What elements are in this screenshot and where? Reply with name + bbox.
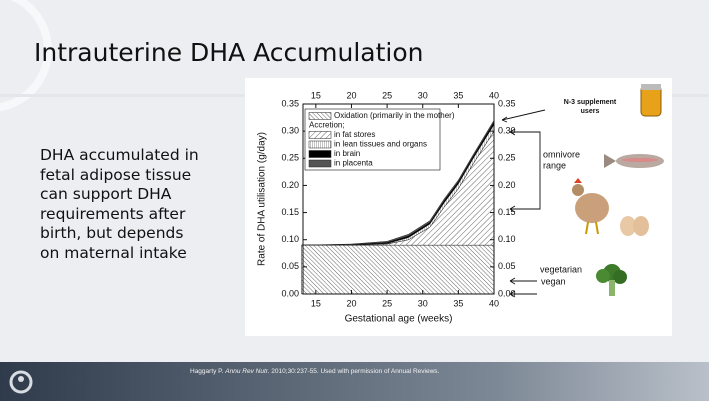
legend-label: in brain — [334, 149, 360, 158]
y-tick-label: 0.30 — [281, 126, 299, 136]
body-line: birth, but depends — [40, 224, 184, 242]
x-tick-label-top: 15 — [311, 90, 321, 100]
legend-label: in placenta — [334, 159, 373, 168]
x-tick-label-top: 20 — [346, 90, 356, 100]
y-tick-label-right: 0.00 — [498, 288, 516, 298]
x-tick-label: 35 — [453, 298, 463, 308]
x-tick-label: 40 — [489, 298, 499, 308]
annotation: vegan — [541, 276, 566, 286]
citation-text: 2010;30:237-55. Used with permission of … — [269, 368, 440, 375]
annotation-arrows — [501, 109, 546, 298]
y-tick-label-right: 0.05 — [498, 261, 516, 271]
legend-label: in fat stores — [334, 130, 375, 139]
legend-swatch — [308, 150, 332, 158]
y-tick-label-right: 0.20 — [498, 180, 516, 190]
x-tick-label-top: 40 — [489, 90, 499, 100]
y-tick-label: 0.05 — [281, 261, 299, 271]
footer — [0, 362, 709, 401]
annotation: range — [543, 160, 566, 170]
body-line: on maternal intake — [40, 243, 187, 262]
body-line: requirements after — [40, 204, 186, 223]
x-tick-label: 25 — [382, 298, 392, 308]
y-tick-label-right: 0.10 — [498, 234, 516, 244]
area — [301, 244, 495, 295]
annotation: users — [581, 108, 600, 115]
legend-heading: Accretion; — [309, 121, 345, 130]
x-tick-label-top: 25 — [382, 90, 392, 100]
legend-label: in lean tissues and organs — [334, 140, 427, 149]
citation: Haggarty P. Annu Rev Nutr. 2010;30:237-5… — [190, 368, 439, 375]
logo — [9, 370, 33, 394]
y-tick-label: 0.25 — [281, 153, 299, 163]
y-tick-label-right: 0.35 — [498, 98, 516, 108]
x-axis-label: Gestational age (weeks) — [345, 314, 453, 325]
body-line: can support DHA — [40, 185, 172, 203]
citation-journal: Annu Rev Nutr. — [225, 368, 270, 375]
annotation: N-3 supplement — [564, 99, 617, 106]
annotation: omnivore — [543, 149, 580, 159]
y-tick-label: 0.15 — [281, 207, 299, 217]
legend-swatch — [308, 140, 332, 149]
y-tick-label: 0.10 — [281, 234, 299, 244]
x-tick-label-top: 30 — [418, 90, 428, 100]
y-axis-label: Rate of DHA utilisation (g/day) — [257, 132, 268, 266]
slide-title: Intrauterine DHA Accumulation — [34, 38, 424, 67]
body-line: fetal adipose tissue — [40, 165, 192, 184]
annotation: vegetarian — [540, 264, 582, 274]
plot-frame — [302, 103, 495, 295]
y-tick-label: 0.00 — [281, 288, 299, 298]
y-tick-label: 0.35 — [281, 98, 299, 108]
slide-body: DHA accumulated in fetal adipose tissue ca… — [40, 146, 199, 263]
y-tick-label-right: 0.30 — [498, 126, 516, 136]
y-tick-label: 0.20 — [281, 180, 299, 190]
x-tick-label-top: 35 — [453, 90, 463, 100]
citation-text: Haggarty P. — [190, 368, 226, 375]
x-tick-label: 15 — [311, 298, 321, 308]
legend-swatch — [308, 112, 332, 120]
legend-swatch — [308, 131, 332, 139]
legend: Oxidation (primarily in the mother)Accre… — [304, 108, 455, 171]
legend-swatch — [308, 159, 332, 168]
x-tick-label: 30 — [418, 298, 428, 308]
icons — [572, 84, 664, 296]
y-tick-label-right: 0.15 — [498, 207, 516, 217]
y-tick-label-right: 0.25 — [498, 153, 516, 163]
x-tick-label: 20 — [346, 298, 356, 308]
legend-label: Oxidation (primarily in the mother) — [334, 111, 455, 120]
body-line: DHA accumulated in — [40, 146, 199, 164]
